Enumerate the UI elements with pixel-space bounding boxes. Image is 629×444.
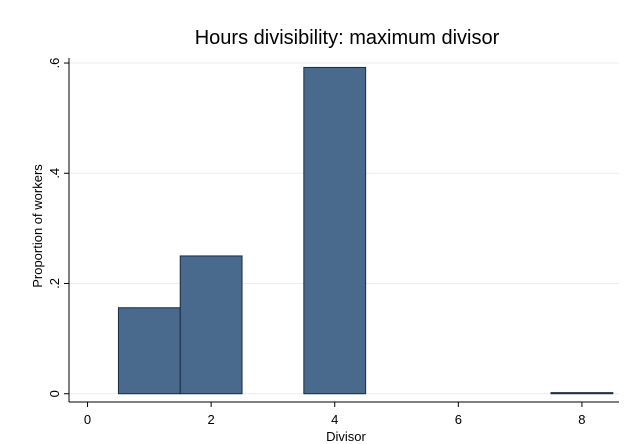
y-tick-label-2: .4 [47,168,62,179]
y-axis-title: Proportion of workers [30,164,45,288]
axes: 0 .2 .4 .6 0 2 4 6 8 [47,58,619,427]
x-tick-label-2: 4 [331,412,338,427]
bar-8 [550,392,614,395]
x-axis-title: Divisor [326,429,366,444]
y-tick-label-3: .6 [47,58,62,69]
x-tick-label-1: 2 [208,412,215,427]
bars [117,66,614,395]
chart-title: Hours divisibility: maximum divisor [195,27,500,49]
x-tick-label-0: 0 [84,412,91,427]
x-tick-label-4: 8 [578,412,585,427]
y-tick-label-1: .2 [47,278,62,289]
bar-1 [117,307,181,395]
bar-2 [179,255,243,395]
bar-4 [303,66,367,395]
y-tick-label-0: 0 [47,390,62,397]
x-tick-label-3: 6 [455,412,462,427]
